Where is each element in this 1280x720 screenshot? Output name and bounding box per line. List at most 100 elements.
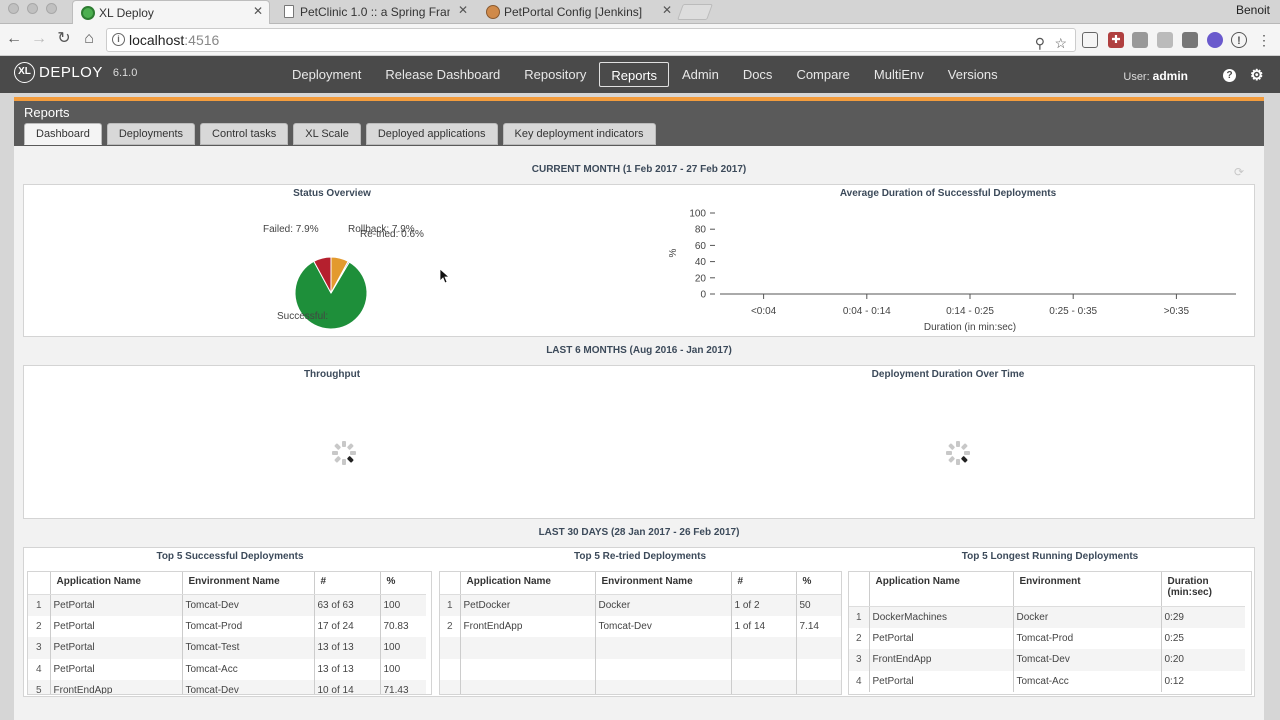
col-percent[interactable]: % [795,572,841,595]
forward-arrow-icon[interactable]: → [31,30,47,47]
window-zoom-dot[interactable] [46,3,57,14]
xl-deploy-logo[interactable]: XL DEPLOY 6.1.0 [14,62,137,83]
table-row[interactable] [440,680,841,694]
table-cell: 0:20 [1160,649,1245,671]
tab-deployments[interactable]: Deployments [106,123,196,145]
close-tab-icon[interactable]: ✕ [661,3,672,17]
tab-deployed-applications[interactable]: Deployed applications [365,123,498,145]
col-environment-name[interactable]: Environment Name [181,572,314,595]
window-minimize-dot[interactable] [27,3,38,14]
browser-tab-xl-deploy[interactable]: XL Deploy ✕ [72,0,270,24]
table-cell: FrontEndApp [459,615,595,637]
zoom-search-icon[interactable]: ⚲ [1034,35,1045,51]
nav-docs[interactable]: Docs [742,67,773,82]
new-tab-button[interactable] [677,4,713,20]
nav-multienv[interactable]: MultiEnv [873,67,924,82]
home-icon[interactable]: ⌂ [84,30,94,47]
site-info-icon[interactable]: i [112,33,125,46]
reload-icon[interactable]: ↻ [57,30,71,47]
table-cell [730,680,796,694]
last-30-days-panel: Top 5 Successful Deployments Top 5 Re-tr… [23,547,1255,697]
col-environment-name[interactable]: Environment Name [594,572,731,595]
col-environment[interactable]: Environment [1012,572,1161,607]
col-count[interactable]: # [730,572,796,595]
help-icon[interactable]: ? [1223,69,1236,82]
back-arrow-icon[interactable]: ← [6,30,22,47]
nav-release-dashboard[interactable]: Release Dashboard [385,67,501,82]
extension-shield-icon[interactable] [1157,32,1173,48]
tab-key-deployment-indicators[interactable]: Key deployment indicators [502,123,656,145]
nav-compare[interactable]: Compare [796,67,850,82]
col-application-name[interactable]: Application Name [49,572,182,595]
table-row[interactable] [440,637,841,659]
browser-profile-name[interactable]: Benoit [1235,3,1270,17]
mouse-cursor-icon [440,269,450,283]
spinner-segment [350,451,356,455]
spinner-segment [948,456,955,463]
spinner-segment [956,441,960,447]
close-tab-icon[interactable]: ✕ [252,4,263,18]
col-index [849,572,869,607]
extension-gray-icon[interactable] [1132,32,1148,48]
col-application-name[interactable]: Application Name [868,572,1013,607]
tab-control-tasks[interactable]: Control tasks [200,123,289,145]
spinner-segment [342,441,346,447]
table-row[interactable]: 3 PetPortal Tomcat-Test 13 of 13 100 [28,637,426,659]
table-row[interactable]: 5 FrontEndApp Tomcat-Dev 10 of 14 71.43 [28,680,426,694]
extension-purple-icon[interactable] [1207,32,1223,48]
close-tab-icon[interactable]: ✕ [457,3,468,17]
nav-versions[interactable]: Versions [947,67,998,82]
extension-puzzle-icon[interactable]: ✚ [1108,32,1124,48]
refresh-icon[interactable]: ⟳ [1234,165,1245,179]
tab-xl-scale[interactable]: XL Scale [293,123,361,145]
nav-admin[interactable]: Admin [681,67,719,82]
browser-menu-icon[interactable]: ⋮ [1257,32,1271,48]
table-row[interactable]: 1 DockerMachines Docker 0:29 [849,606,1245,628]
extension-square-icon[interactable] [1182,32,1198,48]
browser-tab-petclinic[interactable]: PetClinic 1.0 :: a Spring Framew ✕ [274,0,474,24]
col-application-name[interactable]: Application Name [459,572,595,595]
table-row[interactable]: 4 PetPortal Tomcat-Acc 13 of 13 100 [28,658,426,680]
settings-gear-icon[interactable]: ⚙ [1250,67,1264,84]
browser-tab-jenkins[interactable]: PetPortal Config [Jenkins] ✕ [478,0,678,24]
col-percent[interactable]: % [379,572,426,595]
user-menu[interactable]: User: admin [1123,69,1188,83]
pie-slice-successful[interactable] [294,260,368,330]
cast-icon[interactable] [1082,32,1098,48]
table-cell: Tomcat-Dev [1012,649,1161,671]
pie-label-retried: Re-tried: 0.6% [360,229,424,240]
bookmark-star-icon[interactable]: ☆ [1054,35,1067,51]
table-row[interactable]: 4 PetPortal Tomcat-Acc 0:12 [849,670,1245,692]
window-close-dot[interactable] [8,3,19,14]
table-row[interactable]: 3 FrontEndApp Tomcat-Dev 0:20 [849,649,1245,671]
throughput-loading-spinner-icon [332,441,356,465]
table-cell: Docker [594,594,731,616]
url-input[interactable]: i localhost:4516 ⚲ ☆ [106,28,1076,52]
info-circle-icon[interactable]: ! [1231,32,1247,48]
col-duration[interactable]: Duration (min:sec) [1160,572,1245,607]
table-row[interactable]: 2 PetPortal Tomcat-Prod 0:25 [849,627,1245,649]
table-cell [730,658,796,680]
col-count[interactable]: # [313,572,380,595]
table-row[interactable]: 2 FrontEndApp Tomcat-Dev 1 of 14 7.14 [440,615,841,637]
table-cell: 10 of 14 [313,680,380,694]
nav-repository[interactable]: Repository [524,67,587,82]
longest-table-container[interactable]: Application Name Environment Duration (m… [848,571,1252,695]
table-row[interactable]: 1 PetPortal Tomcat-Dev 63 of 63 100 [28,594,426,616]
nav-reports[interactable]: Reports [599,62,669,87]
table-row[interactable]: 2 PetPortal Tomcat-Prod 17 of 24 70.83 [28,615,426,637]
spinner-segment [347,443,354,450]
table-row[interactable]: 1 PetDocker Docker 1 of 2 50 [440,594,841,616]
reports-header: Reports Dashboard Deployments Control ta… [14,101,1264,146]
nav-deployment[interactable]: Deployment [292,67,362,82]
tab-dashboard[interactable]: Dashboard [24,123,102,145]
spinner-segment [956,459,960,465]
table-row[interactable] [440,658,841,680]
table-cell [594,637,731,659]
pie-slice-re-tried[interactable] [330,260,351,294]
x-tick-label: 0:04 - 0:14 [843,306,891,317]
table-cell [459,658,595,680]
